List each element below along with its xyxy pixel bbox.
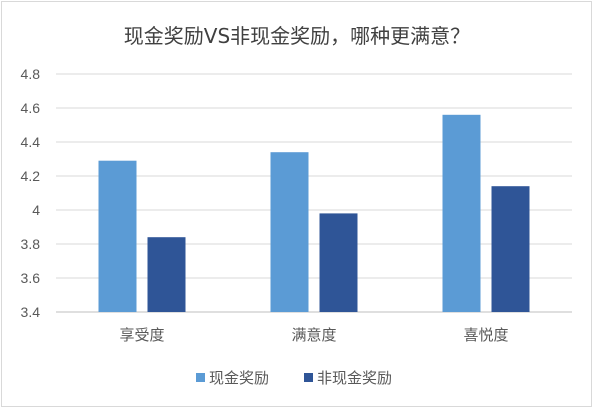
y-tick-label: 4.2: [21, 168, 41, 184]
y-tick-label: 4.4: [21, 134, 41, 150]
y-tick-label: 3.8: [21, 236, 41, 252]
legend: 现金奖励 非现金奖励: [196, 369, 392, 387]
x-category-label: 喜悦度: [463, 326, 508, 344]
x-category-label: 满意度: [291, 326, 336, 344]
y-axis-ticks: 3.4 3.6 3.8 4 4.2 4.4 4.6 4.8: [21, 66, 41, 320]
bar-noncash-3: [491, 186, 530, 312]
legend-swatch: [196, 373, 205, 382]
bar-noncash-2: [319, 213, 358, 312]
chart-title: 现金奖励VS非现金奖励，哪种更满意？: [124, 24, 470, 48]
y-tick-label: 3.6: [21, 270, 41, 286]
y-tick-label: 4.8: [21, 66, 41, 82]
y-tick-label: 4: [32, 202, 40, 218]
y-tick-label: 4.6: [21, 100, 41, 116]
bar-cash-1: [98, 160, 137, 312]
legend-swatch: [304, 373, 313, 382]
y-tick-label: 3.4: [21, 304, 41, 320]
legend-label: 现金奖励: [209, 369, 269, 387]
bar-cash-3: [442, 114, 481, 312]
x-category-label: 享受度: [119, 326, 164, 344]
gridlines: [56, 73, 572, 313]
legend-label: 非现金奖励: [317, 369, 392, 387]
bars: [98, 114, 530, 312]
bar-cash-2: [270, 152, 309, 312]
x-axis-categories: 享受度 满意度 喜悦度: [119, 326, 508, 344]
bar-noncash-1: [147, 237, 186, 312]
